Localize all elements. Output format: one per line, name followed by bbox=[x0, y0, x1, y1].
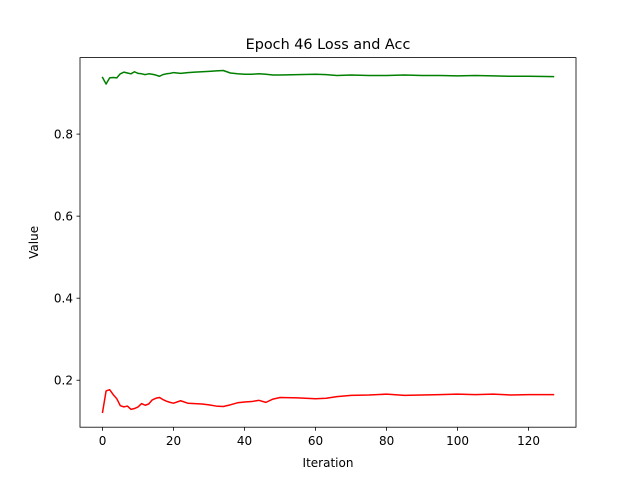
series-line-green bbox=[101, 69, 555, 85]
y-tick-label: 0.2 bbox=[54, 374, 73, 388]
series-line-red bbox=[101, 388, 555, 414]
x-tick-label: 100 bbox=[446, 434, 469, 448]
y-axis-label: Value bbox=[27, 226, 41, 259]
y-tick-label: 0.6 bbox=[54, 209, 73, 223]
y-tick-label: 0.8 bbox=[54, 127, 73, 141]
x-tick-label: 120 bbox=[517, 434, 540, 448]
series-layer bbox=[101, 69, 555, 414]
x-tick-label: 20 bbox=[166, 434, 181, 448]
plot-frame bbox=[79, 57, 577, 428]
x-tick-label: 0 bbox=[99, 434, 107, 448]
x-tick-label: 80 bbox=[379, 434, 394, 448]
chart-title: Epoch 46 Loss and Acc bbox=[246, 37, 411, 53]
y-axis: 0.2 0.4 0.6 0.8 bbox=[54, 127, 80, 388]
x-tick-label: 60 bbox=[308, 434, 323, 448]
x-axis-label: Iteration bbox=[303, 456, 354, 470]
x-tick-label: 40 bbox=[237, 434, 252, 448]
y-tick-label: 0.4 bbox=[54, 291, 73, 305]
x-axis: 0 20 40 60 80 100 120 bbox=[99, 427, 540, 448]
